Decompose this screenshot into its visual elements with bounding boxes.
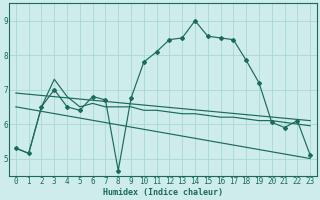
X-axis label: Humidex (Indice chaleur): Humidex (Indice chaleur) xyxy=(103,188,223,197)
